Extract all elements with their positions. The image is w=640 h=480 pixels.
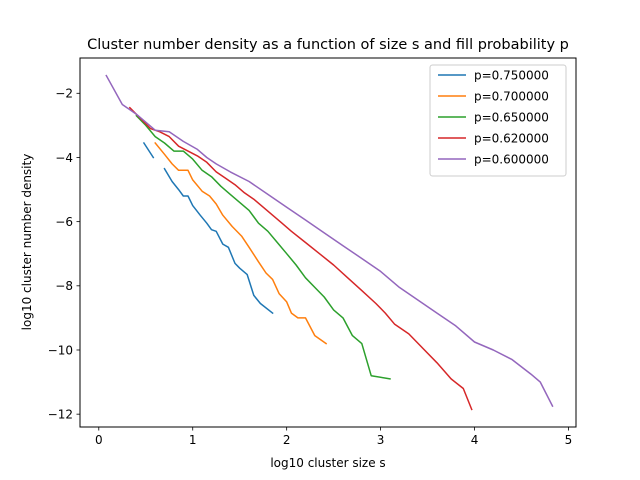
series-line	[105, 74, 554, 408]
x-tick-label: 4	[471, 433, 479, 447]
series-1	[142, 141, 274, 315]
legend-item: p=0.750000	[438, 68, 549, 82]
x-tick-label: 0	[95, 433, 103, 447]
y-tick-label: −8	[55, 279, 73, 293]
series-2	[154, 141, 328, 345]
y-axis-label: log10 cluster number density	[20, 154, 34, 331]
legend-item: p=0.650000	[438, 110, 549, 124]
x-tick-label: 5	[565, 433, 573, 447]
legend: p=0.750000 p=0.700000 p=0.650000 p=0.620000…	[429, 64, 567, 177]
series-5	[105, 74, 554, 408]
legend-label: p=0.650000	[474, 110, 549, 124]
chart-title: Cluster number density as a function of …	[87, 37, 569, 53]
legend-item: p=0.600000	[438, 152, 549, 166]
series-line	[135, 114, 391, 380]
x-tick-label: 2	[283, 433, 291, 447]
axes-frame	[79, 57, 577, 428]
series-4	[128, 106, 473, 411]
legend-item: p=0.620000	[438, 131, 549, 145]
series-layer	[105, 74, 554, 411]
y-tick-label: −4	[55, 151, 73, 165]
y-tick-label: −10	[48, 343, 73, 357]
legend-label: p=0.600000	[474, 152, 549, 166]
legend-label: p=0.700000	[474, 89, 549, 103]
legend-box	[429, 64, 567, 177]
legend-label: p=0.620000	[474, 131, 549, 145]
series-line	[163, 167, 274, 315]
x-axis: 0 1 2 3 4 5	[95, 427, 572, 447]
y-tick-label: −12	[48, 407, 73, 421]
legend-item: p=0.700000	[438, 89, 549, 103]
series-line	[142, 141, 155, 159]
series-3	[135, 114, 391, 380]
x-axis-label: log10 cluster size s	[270, 456, 385, 470]
series-line	[154, 141, 328, 345]
series-line	[128, 106, 473, 411]
x-tick-label: 3	[377, 433, 385, 447]
y-tick-label: −6	[55, 215, 73, 229]
y-tick-label: −2	[55, 87, 73, 101]
x-tick-label: 1	[189, 433, 197, 447]
legend-label: p=0.750000	[474, 68, 549, 82]
y-axis: −12 −10 −8 −6 −4 −2	[48, 87, 80, 421]
